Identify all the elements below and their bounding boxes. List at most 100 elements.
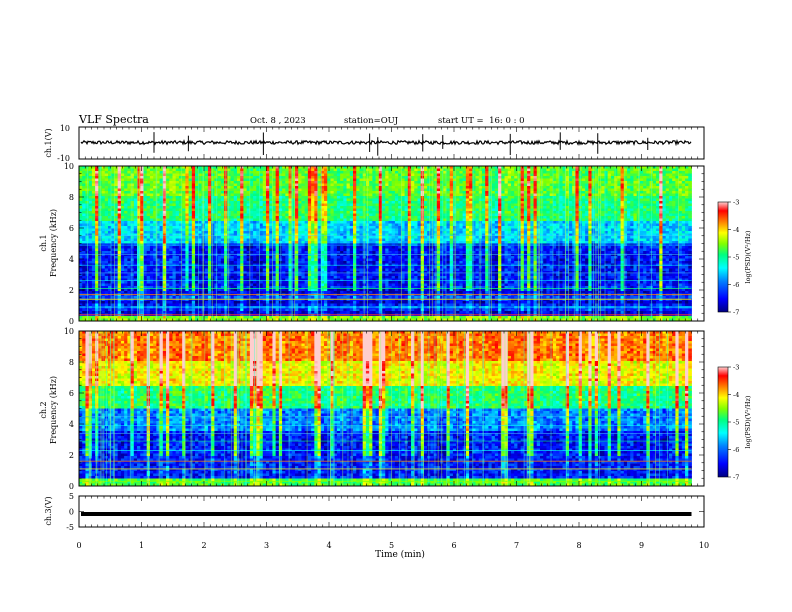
spectrogram-cell [424,196,428,199]
spectrogram-cell [601,184,605,187]
spectrogram-cell [260,171,264,174]
spectrogram-cell [150,206,154,209]
spectrogram-cell [530,191,534,194]
spectrogram-cell [356,194,360,197]
spectrogram-cell [105,169,109,172]
spectrogram-cell [585,176,589,179]
spectrogram-cell [646,224,650,227]
spectrogram-cell [395,181,399,184]
spectrogram-cell [179,169,183,172]
spectrogram-cell [311,176,315,179]
spectrogram-cell [408,204,412,207]
spectrogram-cell [263,189,267,192]
spectrogram-cell [476,216,480,219]
spectrogram-cell [189,186,193,189]
spectrogram-cell [617,221,621,224]
spectrogram-cell [134,226,138,229]
spectrogram-cell [359,169,363,172]
spectrogram-cell [343,221,347,224]
spectrogram-cell [347,214,351,217]
spectrogram-cell [485,204,489,207]
spectrogram-cell [437,224,441,227]
spectrogram-cell [118,184,122,187]
spectrogram-cell [231,204,235,207]
spectrogram-cell [685,209,689,212]
spectrogram-cell [501,206,505,209]
spectrogram-cell [417,189,421,192]
spectrogram-cell [372,176,376,179]
spectrogram-cell [517,186,521,189]
spectrogram-cell [595,216,599,219]
spectrogram-cell [185,221,189,224]
spectrogram-cell [127,181,131,184]
spectrogram-cell [266,199,270,202]
spectrogram-cell [447,214,451,217]
spectrogram-cell [192,211,196,214]
spectrogram-cell [298,221,302,224]
spectrogram-cell [424,204,428,207]
spectrogram-cell [218,191,222,194]
spectrogram-cell [662,184,666,187]
spectrogram-cell [456,186,460,189]
spectrogram-cell [508,194,512,197]
spectrogram-cell [189,214,193,217]
spectrogram-cell [534,186,538,189]
spectrogram-cell [501,176,505,179]
spectrogram-cell [437,214,441,217]
spectrogram-cell [179,196,183,199]
spectrogram-cell [350,199,354,202]
spectrogram-cell [601,214,605,217]
spectrogram-cell [434,184,438,187]
spectrogram-cell [82,204,86,207]
spectrogram-cell [666,184,670,187]
spectrogram-cell [334,176,338,179]
spectrogram-cell [359,211,363,214]
spectrogram-cell [114,199,118,202]
spectrogram-cell [611,176,615,179]
spectrogram-cell [176,186,180,189]
spectrogram-cell [124,174,128,177]
spectrogram-cell [340,169,344,172]
spectrogram-cell [263,216,267,219]
spectrogram-cell [495,199,499,202]
spectrogram-cell [131,184,135,187]
spectrogram-cell [508,186,512,189]
spectrogram-cell [276,176,280,179]
spectrogram-cell [324,191,328,194]
spectrogram-cell [382,169,386,172]
spectrogram-cell [685,179,689,182]
spectrogram-cell [240,184,244,187]
spectrogram-cell [353,221,357,224]
spectrogram-cell [82,191,86,194]
spectrogram-cell [417,201,421,204]
spectrogram-cell [514,206,518,209]
spectrogram-cell [243,194,247,197]
spectrogram-cell [485,211,489,214]
spectrogram-cell [189,226,193,229]
spectrogram-cell [369,174,373,177]
spectrogram-cell [353,214,357,217]
spectrogram-cell [453,221,457,224]
spectrogram-cell [546,169,550,172]
spectrogram-cell [656,171,660,174]
spectrogram-cell [118,176,122,179]
spectrogram-cell [189,174,193,177]
spectrogram-cell [646,219,650,222]
spectrogram-cell [437,184,441,187]
spectrogram-cell [234,171,238,174]
spectrogram-cell [298,211,302,214]
spectrogram-cell [595,179,599,182]
spectrogram-cell [662,226,666,229]
spectrogram-cell [501,201,505,204]
spectrogram-cell [666,171,670,174]
spectrogram-cell [682,211,686,214]
spectrogram-cell [347,171,351,174]
spectrogram-cell [350,209,354,212]
spectrogram-cell [176,171,180,174]
spectrogram-cell [237,199,241,202]
spectrogram-cell [330,194,334,197]
spectrogram-cell [608,209,612,212]
spectrogram-cell [276,201,280,204]
spectrogram-cell [627,189,631,192]
spectrogram-cell [82,209,86,212]
